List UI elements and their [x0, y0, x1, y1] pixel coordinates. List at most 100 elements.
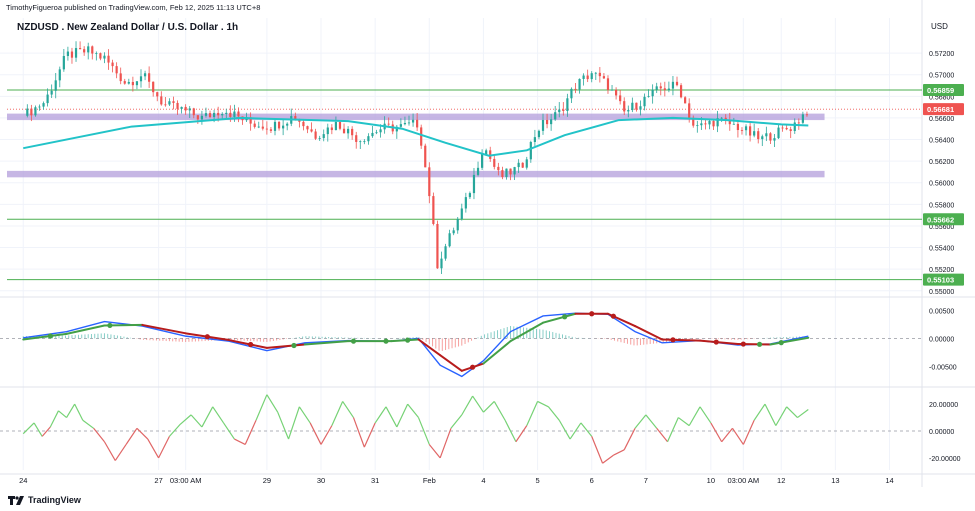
candle-body [326, 127, 329, 135]
oscillator-segment [298, 406, 311, 424]
candle-body [509, 168, 512, 175]
candle-body [793, 122, 796, 132]
oscillator-segment [255, 394, 268, 421]
candle-body [46, 94, 49, 104]
candle-body [724, 117, 727, 120]
price-tick-label: 0.55400 [929, 246, 954, 253]
oscillator-segment [656, 427, 668, 443]
candle-body [233, 111, 236, 117]
oscillator-segment [309, 422, 322, 445]
signal-line-segment [390, 338, 420, 343]
candle-body [643, 96, 646, 107]
time-tick-label: Feb [423, 476, 436, 485]
candle-body [704, 123, 707, 125]
candle-body [594, 72, 597, 74]
candle-body [805, 114, 809, 116]
signal-line-segment [303, 340, 350, 346]
cross-dot [470, 364, 476, 370]
cross-dot [248, 341, 254, 348]
oscillator-segment [374, 406, 387, 424]
cross-dot [740, 341, 746, 347]
candle-body [50, 90, 53, 95]
candle-body [781, 127, 784, 129]
oscillator-segment [417, 417, 430, 445]
tradingview-logo-icon [8, 495, 24, 505]
signal-line-segment [22, 332, 68, 341]
chart-title: NZDUSD . New Zealand Dollar / U.S. Dolla… [17, 22, 239, 33]
candle-body [472, 174, 476, 194]
candle-body [257, 126, 260, 128]
oscillator-segment [688, 406, 701, 426]
candle-body [570, 88, 573, 99]
oscillator-segment [396, 403, 409, 428]
oscillator-segment [331, 401, 344, 426]
candle-body [30, 108, 33, 116]
cross-dot [107, 322, 113, 329]
candle-body [237, 111, 240, 117]
published-note: TimothyFigueroa published on TradingView… [6, 3, 261, 12]
candlestick-series [26, 41, 809, 275]
time-tick-label: 24 [19, 476, 27, 485]
candle-body [716, 118, 719, 127]
candle-body [480, 154, 484, 168]
cross-dot [47, 333, 53, 339]
candle-body [582, 75, 585, 79]
oscillator-segment [764, 403, 777, 426]
candle-body [550, 119, 553, 125]
price-tick-label: 0.55800 [929, 202, 954, 209]
candle-body [375, 132, 378, 134]
time-tick-label: 30 [317, 476, 325, 485]
zone-rect [7, 113, 825, 121]
candle-body [119, 73, 122, 82]
time-tick-label: 6 [590, 476, 594, 485]
candle-body [192, 108, 195, 116]
candle-body [200, 115, 204, 120]
price-tick-label: 0.56600 [929, 116, 954, 123]
oscillator-segment [234, 438, 246, 445]
candle-body [440, 258, 443, 269]
currency-label: USD [931, 22, 948, 31]
candle-body [675, 81, 679, 86]
level-tag [923, 213, 964, 226]
candle-body [525, 159, 528, 168]
signal-line-segment [509, 321, 545, 343]
time-tick-label: 29 [263, 476, 271, 485]
candle-body [95, 53, 98, 54]
candle-body [294, 116, 297, 120]
cross-dot [778, 339, 784, 346]
candle-body [221, 113, 224, 116]
oscillator-segment [439, 428, 452, 459]
candle-body [217, 112, 220, 116]
candle-body [659, 86, 662, 89]
candle-body [322, 134, 325, 139]
candle-body [282, 125, 285, 129]
oscillator-segment [125, 427, 138, 445]
candle-body [753, 131, 756, 136]
candle-body [736, 123, 740, 131]
time-tick-label: 12 [777, 476, 785, 485]
oscillator-segment [287, 406, 300, 440]
candle-body [635, 102, 638, 110]
candle-body [359, 141, 362, 143]
candle-body [168, 101, 171, 105]
oscillator-segment [190, 414, 203, 428]
cross-dot [589, 311, 595, 317]
zone-rect [7, 170, 825, 178]
candle-body [298, 119, 301, 122]
last-price-tag [923, 103, 964, 116]
candle-body [371, 132, 374, 137]
candle-body [54, 80, 57, 91]
candle-body [123, 81, 126, 84]
oscillator-segment [721, 427, 733, 443]
candle-body [62, 55, 65, 70]
macd-tick-label: 0.00000 [929, 336, 954, 343]
candle-body [346, 128, 350, 134]
time-tick-label: 4 [481, 476, 485, 485]
candle-body [363, 141, 366, 143]
candle-body [692, 117, 695, 126]
price-tick-label: 0.56800 [929, 94, 954, 101]
oscillator-segment [93, 427, 105, 443]
time-tick-label: 10 [707, 476, 715, 485]
candle-body [143, 73, 147, 77]
